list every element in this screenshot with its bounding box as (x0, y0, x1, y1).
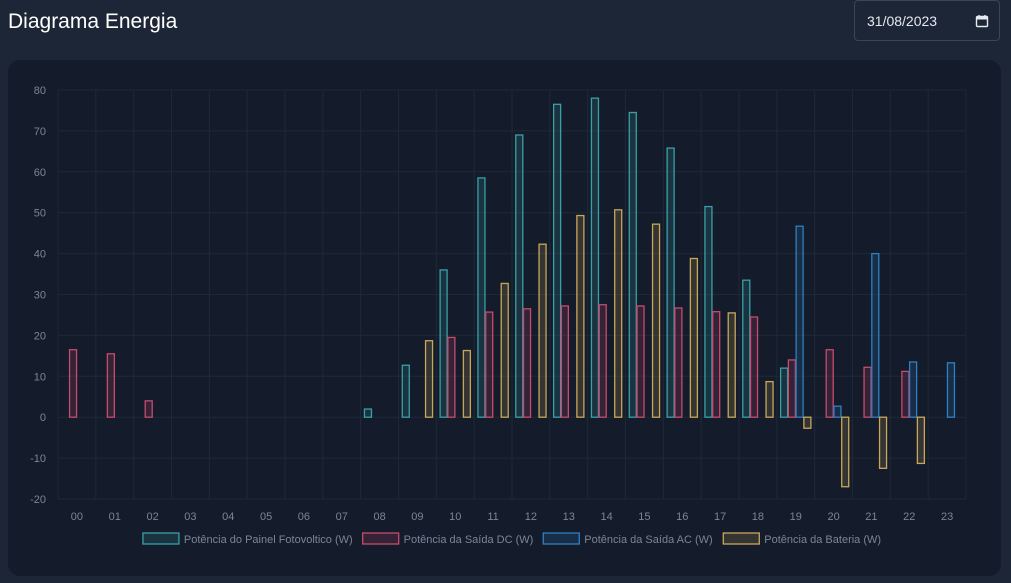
y-tick-label: 0 (40, 412, 46, 424)
x-tick-label: 21 (865, 511, 877, 523)
bar[interactable] (477, 177, 486, 418)
bar[interactable] (803, 416, 812, 429)
x-tick-label: 02 (146, 511, 158, 523)
bar[interactable] (742, 279, 751, 418)
bar[interactable] (598, 304, 607, 418)
x-tick-label: 20 (827, 511, 839, 523)
bar[interactable] (106, 353, 116, 418)
legend-label[interactable]: Potência da Bateria (W) (764, 534, 881, 546)
legend-label[interactable]: Potência da Saída AC (W) (584, 534, 712, 546)
x-tick-label: 03 (184, 511, 196, 523)
x-tick-label: 07 (336, 511, 348, 523)
x-tick-label: 13 (563, 511, 575, 523)
bar[interactable] (825, 349, 834, 418)
y-tick-label: 30 (34, 290, 46, 302)
legend-swatch (722, 532, 760, 545)
x-tick-label: 17 (714, 511, 726, 523)
bar[interactable] (576, 214, 585, 418)
bar[interactable] (401, 364, 410, 418)
bar[interactable] (439, 269, 448, 418)
bar[interactable] (871, 252, 880, 418)
x-tick-label: 01 (109, 511, 121, 523)
y-tick-label: -10 (30, 453, 46, 465)
bar[interactable] (795, 225, 804, 418)
x-tick-label: 14 (600, 511, 612, 523)
x-tick-label: 10 (449, 511, 461, 523)
y-tick-label: 70 (34, 126, 46, 138)
x-tick-label: 08 (373, 511, 385, 523)
bar[interactable] (68, 349, 78, 418)
bar[interactable] (749, 316, 759, 418)
bar[interactable] (363, 408, 373, 418)
bar[interactable] (712, 311, 721, 418)
date-input[interactable]: 31/08/2023 (854, 0, 1000, 41)
bar[interactable] (552, 103, 562, 418)
date-value: 31/08/2023 (867, 12, 938, 29)
bar[interactable] (901, 370, 910, 418)
legend-label[interactable]: Potência do Painel Fotovoltico (W) (184, 534, 353, 546)
legend-label[interactable]: Potência da Saída DC (W) (404, 534, 534, 546)
y-tick-label: -20 (30, 494, 46, 506)
bar[interactable] (614, 209, 623, 418)
bar[interactable] (590, 97, 600, 418)
bar[interactable] (689, 257, 699, 418)
y-tick-label: 40 (34, 249, 46, 261)
y-tick-label: 60 (34, 167, 46, 179)
page-title: Diagrama Energia (8, 10, 178, 33)
chart-card: 80 70 60 50 40 30 20 10 0 -10 -20 00 01 02 03 04 05 06 07 0… (8, 60, 1001, 576)
x-tick-label: 06 (298, 511, 310, 523)
bar[interactable] (636, 305, 645, 418)
bar[interactable] (833, 405, 842, 418)
x-tick-label: 11 (487, 511, 498, 523)
bar[interactable] (765, 380, 774, 418)
energy-bar-chart: 80 70 60 50 40 30 20 10 0 -10 -20 00 01 02 03 04 05 06 07 0… (30, 85, 967, 546)
bar[interactable] (946, 362, 956, 418)
bar[interactable] (144, 400, 153, 418)
x-tick-label: 16 (676, 511, 688, 523)
x-tick-label: 09 (411, 511, 423, 523)
x-tick-label: 22 (903, 511, 915, 523)
bar[interactable] (424, 340, 434, 418)
legend-swatch (542, 532, 580, 545)
y-tick-label: 20 (34, 330, 46, 342)
bar[interactable] (779, 367, 789, 418)
x-tick-label: 05 (260, 511, 272, 523)
bar[interactable] (841, 416, 850, 488)
legend-swatch (362, 532, 400, 545)
calendar-icon[interactable] (975, 14, 989, 28)
y-tick-label: 80 (34, 85, 46, 97)
bar[interactable] (538, 243, 547, 418)
bar[interactable] (878, 416, 888, 469)
bar[interactable] (863, 366, 872, 418)
bar[interactable] (787, 359, 797, 418)
y-tick-label: 50 (34, 208, 46, 220)
bar[interactable] (462, 349, 472, 418)
bar[interactable] (560, 305, 570, 418)
bar[interactable] (651, 223, 661, 418)
x-tick-label: 19 (790, 511, 802, 523)
x-tick-label: 04 (222, 511, 234, 523)
x-tick-label: 18 (752, 511, 764, 523)
bar[interactable] (908, 361, 918, 418)
bar[interactable] (522, 308, 532, 418)
bar[interactable] (515, 134, 524, 418)
x-tick-label: 23 (941, 511, 953, 523)
bar[interactable] (727, 312, 736, 418)
x-tick-label: 15 (638, 511, 650, 523)
x-tick-label: 12 (525, 511, 537, 523)
bar[interactable] (704, 205, 713, 418)
bar[interactable] (674, 307, 683, 418)
bar[interactable] (485, 311, 494, 418)
bar[interactable] (447, 336, 456, 418)
bar[interactable] (916, 416, 926, 465)
legend-swatch (142, 532, 180, 545)
y-tick-label: 10 (34, 371, 46, 383)
bar[interactable] (666, 147, 675, 418)
x-tick-label: 00 (71, 511, 83, 523)
bar[interactable] (628, 111, 637, 418)
bar[interactable] (500, 282, 509, 418)
